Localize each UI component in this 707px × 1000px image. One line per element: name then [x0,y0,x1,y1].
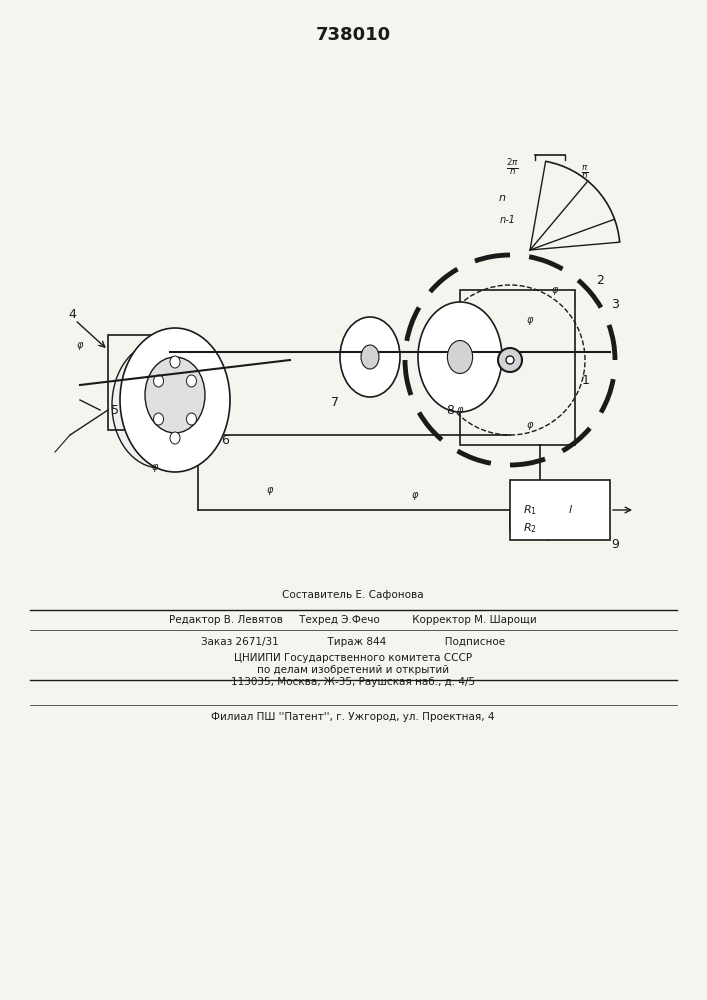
Ellipse shape [361,345,379,369]
Ellipse shape [153,375,163,387]
Text: Составитель Е. Сафонова: Составитель Е. Сафонова [282,590,423,600]
Ellipse shape [187,375,197,387]
Text: 7: 7 [331,395,339,408]
Text: φ: φ [551,285,559,295]
Text: φ: φ [457,405,463,415]
Text: l: l [568,505,571,515]
Text: 113035, Москва, Ж-35, Раушская наб., д. 4/5: 113035, Москва, Ж-35, Раушская наб., д. … [231,677,475,687]
Text: ЦНИИПИ Государственного комитета СССР: ЦНИИПИ Государственного комитета СССР [234,653,472,663]
Circle shape [498,348,522,372]
Ellipse shape [340,317,400,397]
Text: 3: 3 [611,298,619,312]
Text: Филиал ПШ ''Патент'', г. Ужгород, ул. Проектная, 4: Филиал ПШ ''Патент'', г. Ужгород, ул. Пр… [211,712,495,722]
Bar [460,290,575,445]
Text: 6: 6 [221,434,229,446]
Ellipse shape [153,413,163,425]
Text: $R_1$: $R_1$ [523,503,537,517]
Text: Редактор В. Левятов     Техред Э.Фечо          Корректор М. Шарощи: Редактор В. Левятов Техред Э.Фечо Коррек… [169,615,537,625]
Text: Заказ 2671/31               Тираж 844                  Подписное: Заказ 2671/31 Тираж 844 Подписное [201,637,505,647]
Text: φ: φ [527,420,533,430]
Text: 5: 5 [111,403,119,416]
Text: n: n [498,193,506,203]
Circle shape [506,356,514,364]
Text: 2: 2 [596,273,604,286]
Text: φ: φ [527,315,533,325]
Text: 1: 1 [582,373,590,386]
Text: 4: 4 [68,308,76,322]
Ellipse shape [448,340,472,373]
Text: φ: φ [267,485,273,495]
Text: n-1: n-1 [500,215,516,225]
Ellipse shape [187,413,197,425]
Ellipse shape [418,302,502,412]
Ellipse shape [170,356,180,368]
Ellipse shape [145,357,205,433]
Bar [510,480,610,540]
Ellipse shape [112,342,208,468]
Text: 8: 8 [446,403,454,416]
Text: φ: φ [152,462,158,472]
Ellipse shape [170,432,180,444]
Text: 9: 9 [611,538,619,552]
Text: $\frac{2\pi}{n}$: $\frac{2\pi}{n}$ [506,158,518,178]
Text: φ: φ [411,490,418,500]
Text: φ: φ [77,340,83,350]
Text: 738010: 738010 [315,26,390,44]
Text: $R_2$: $R_2$ [523,521,537,535]
Text: $\frac{\pi}{n}$: $\frac{\pi}{n}$ [581,163,589,181]
Ellipse shape [120,328,230,472]
Text: по делам изобретений и открытий: по делам изобретений и открытий [257,665,449,675]
Bar [108,335,198,430]
